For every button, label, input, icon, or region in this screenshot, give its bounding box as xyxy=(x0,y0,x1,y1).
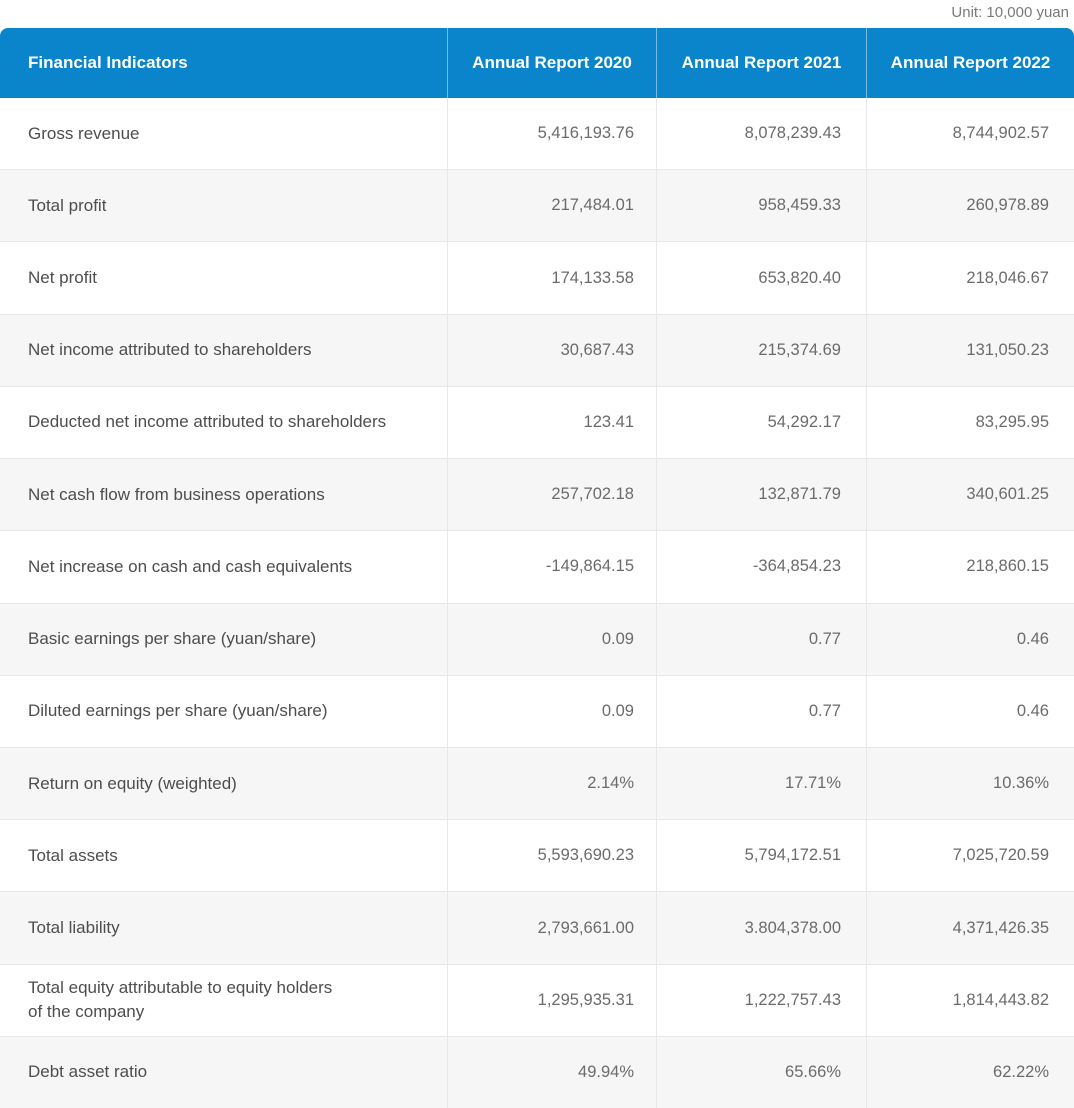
cell-2020: 123.41 xyxy=(447,386,656,459)
cell-2022: 340,601.25 xyxy=(866,459,1074,531)
row-label: Deducted net income attributed to shareh… xyxy=(28,412,387,432)
table-row-total-equity: Total equity attributable to equity hold… xyxy=(0,963,1074,1036)
table-row-diluted-eps: Diluted earnings per share (yuan/share) … xyxy=(0,674,1074,747)
row-label: Net increase on cash and cash equivalent… xyxy=(28,556,353,576)
row-label: Net cash flow from business operations xyxy=(28,484,325,504)
cell-2020: 5,593,690.23 xyxy=(447,820,656,892)
table-row-gross-revenue: Gross revenue 5,416,193.76 8,078,239.43 … xyxy=(0,98,1074,170)
cell-2021: 1,222,757.43 xyxy=(656,964,866,1036)
cell-2022: 10.36% xyxy=(866,747,1074,820)
table-row-total-liability: Total liability 2,793,661.00 3.804,378.0… xyxy=(0,891,1074,964)
cell-2020: 30,687.43 xyxy=(447,314,656,386)
financial-indicators-table: Financial Indicators Annual Report 2020 … xyxy=(0,28,1074,1108)
cell-2022: 4,371,426.35 xyxy=(866,892,1074,964)
row-label: Total liability xyxy=(28,918,120,938)
cell-2022: 1,814,443.82 xyxy=(866,964,1074,1036)
cell-2020: 49.94% xyxy=(447,1036,656,1108)
header-financial-indicators: Financial Indicators xyxy=(28,53,188,72)
cell-2020: -149,864.15 xyxy=(447,531,656,603)
cell-2022: 62.22% xyxy=(866,1036,1074,1108)
row-label: Total assets xyxy=(28,845,118,865)
cell-2021: 8,078,239.43 xyxy=(656,98,866,170)
unit-note: Unit: 10,000 yuan xyxy=(951,4,1069,21)
row-label: Net income attributed to shareholders xyxy=(28,340,312,360)
table-row-net-increase-cash: Net increase on cash and cash equivalent… xyxy=(0,530,1074,603)
table-row-basic-eps: Basic earnings per share (yuan/share) 0.… xyxy=(0,602,1074,675)
cell-2021: 0.77 xyxy=(656,675,866,747)
cell-2022: 0.46 xyxy=(866,603,1074,675)
row-label: Debt asset ratio xyxy=(28,1062,148,1082)
cell-2021: 0.77 xyxy=(656,603,866,675)
table-row-debt-asset-ratio: Debt asset ratio 49.94% 65.66% 62.22% xyxy=(0,1035,1074,1108)
cell-2020: 2.14% xyxy=(447,747,656,820)
cell-2021: 215,374.69 xyxy=(656,314,866,386)
row-label: Gross revenue xyxy=(28,123,140,143)
cell-2022: 7,025,720.59 xyxy=(866,820,1074,892)
row-label: Basic earnings per share (yuan/share) xyxy=(28,629,317,649)
table-row-net-income-shareholders: Net income attributed to shareholders 30… xyxy=(0,313,1074,386)
table-header-row: Financial Indicators Annual Report 2020 … xyxy=(0,28,1074,98)
cell-2022: 83,295.95 xyxy=(866,386,1074,459)
table-body: Gross revenue 5,416,193.76 8,078,239.43 … xyxy=(0,98,1074,1108)
cell-2021: 132,871.79 xyxy=(656,459,866,531)
row-label: Return on equity (weighted) xyxy=(28,773,237,793)
table-row-total-assets: Total assets 5,593,690.23 5,794,172.51 7… xyxy=(0,819,1074,892)
cell-2020: 217,484.01 xyxy=(447,170,656,242)
cell-2020: 1,295,935.31 xyxy=(447,964,656,1036)
header-annual-report-2022: Annual Report 2022 xyxy=(866,28,1074,98)
row-label: Diluted earnings per share (yuan/share) xyxy=(28,701,328,721)
table-row-net-profit: Net profit 174,133.58 653,820.40 218,046… xyxy=(0,241,1074,314)
cell-2020: 2,793,661.00 xyxy=(447,892,656,964)
row-label: Net profit xyxy=(28,268,97,288)
table-row-deducted-net-income: Deducted net income attributed to shareh… xyxy=(0,385,1074,459)
cell-2021: 653,820.40 xyxy=(656,242,866,314)
cell-2021: 5,794,172.51 xyxy=(656,820,866,892)
cell-2021: 54,292.17 xyxy=(656,386,866,459)
cell-2020: 0.09 xyxy=(447,675,656,747)
cell-2022: 0.46 xyxy=(866,675,1074,747)
cell-2022: 131,050.23 xyxy=(866,314,1074,386)
cell-2022: 218,860.15 xyxy=(866,531,1074,603)
table-row-net-cash-flow: Net cash flow from business operations 2… xyxy=(0,458,1074,531)
cell-2020: 5,416,193.76 xyxy=(447,98,656,170)
cell-2022: 260,978.89 xyxy=(866,170,1074,242)
table-row-total-profit: Total profit 217,484.01 958,459.33 260,9… xyxy=(0,169,1074,242)
cell-2020: 257,702.18 xyxy=(447,459,656,531)
row-label: Total profit xyxy=(28,195,107,215)
cell-2022: 218,046.67 xyxy=(866,242,1074,314)
table-row-return-on-equity: Return on equity (weighted) 2.14% 17.71%… xyxy=(0,746,1074,820)
header-annual-report-2021: Annual Report 2021 xyxy=(656,28,866,98)
cell-2021: -364,854.23 xyxy=(656,531,866,603)
cell-2021: 65.66% xyxy=(656,1036,866,1108)
cell-2021: 17.71% xyxy=(656,747,866,820)
cell-2022: 8,744,902.57 xyxy=(866,98,1074,170)
row-label: Total equity attributable to equity hold… xyxy=(28,978,333,1022)
cell-2021: 958,459.33 xyxy=(656,170,866,242)
cell-2020: 0.09 xyxy=(447,603,656,675)
cell-2020: 174,133.58 xyxy=(447,242,656,314)
cell-2021: 3.804,378.00 xyxy=(656,892,866,964)
header-annual-report-2020: Annual Report 2020 xyxy=(447,28,656,98)
